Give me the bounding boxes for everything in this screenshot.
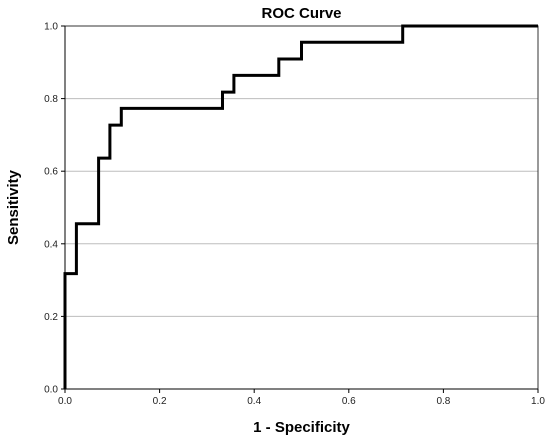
y-tick-label: 0.0: [44, 385, 58, 396]
plot-frame: [64, 25, 539, 390]
y-axis-title: Sensitivity: [5, 169, 22, 245]
y-tick-label: 1.0: [44, 22, 58, 33]
x-tick-label: 0.8: [436, 396, 450, 407]
axis-layer: 0.0 0.2 0.4 0.6 0.8 1.0 0.0 0.2 0.4 0.6 0.8 1.0: [44, 22, 545, 408]
y-tick-label: 0.8: [44, 94, 58, 105]
x-tick-label: 0.4: [247, 396, 261, 407]
chart-title: ROC Curve: [261, 5, 341, 22]
x-tick-label: 0.2: [153, 396, 167, 407]
text-layer: ROC Curve 1 - Specificity Sensitivity: [5, 5, 351, 436]
x-tick-label: 0.6: [342, 396, 356, 407]
roc-series-line: [63, 24, 538, 389]
y-tick-label: 0.2: [44, 312, 58, 323]
x-tick-label: 0.0: [58, 396, 72, 407]
y-tick-label: 0.4: [44, 239, 58, 250]
x-tick-label: 1.0: [531, 396, 545, 407]
y-tick-label: 0.6: [44, 167, 58, 178]
series-layer: [63, 24, 538, 389]
x-axis-title: 1 - Specificity: [253, 419, 350, 436]
grid-layer: [65, 25, 538, 390]
